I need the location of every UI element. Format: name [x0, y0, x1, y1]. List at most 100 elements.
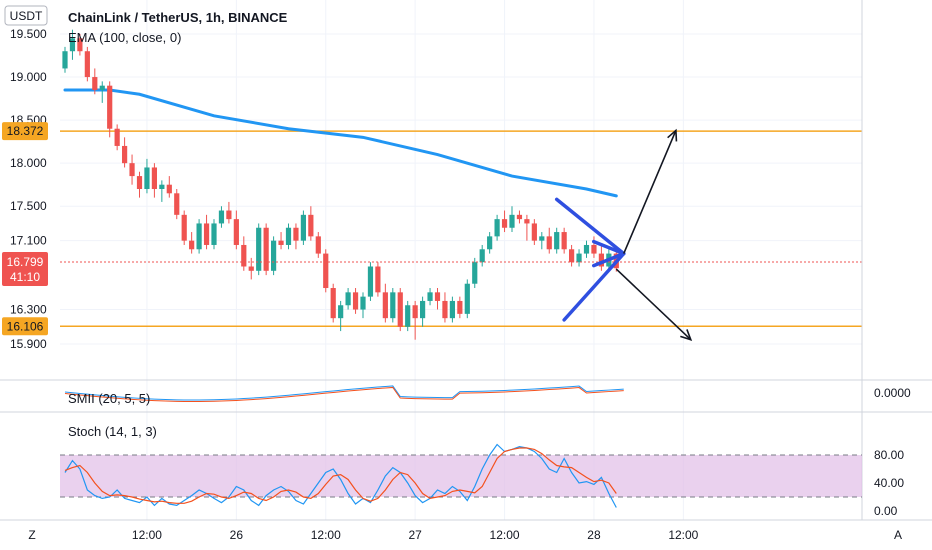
- candle: [99, 81, 105, 103]
- candle-body: [569, 249, 575, 263]
- candle: [516, 210, 523, 224]
- candle: [576, 249, 582, 267]
- candle: [278, 232, 284, 250]
- candle-body: [330, 288, 336, 319]
- time-tick-label: 26: [230, 528, 244, 542]
- drawing-annotations[interactable]: [554, 128, 693, 341]
- auto-scale-button[interactable]: A: [894, 528, 902, 542]
- chart-title: ChainLink / TetherUS, 1h, BINANCE: [68, 10, 288, 25]
- price-axis[interactable]: 19.50019.00018.50018.00017.50017.10016.3…: [2, 27, 48, 351]
- price-tick-label: 17.100: [10, 234, 47, 248]
- candle: [561, 227, 567, 254]
- candle-body: [561, 232, 567, 250]
- candle-body: [92, 77, 98, 90]
- candle: [487, 232, 493, 254]
- zoom-button[interactable]: Z: [28, 528, 35, 542]
- candle-body: [338, 305, 344, 319]
- candle-body: [211, 223, 217, 245]
- candle: [509, 206, 515, 233]
- ema-line: [63, 88, 618, 198]
- smii-signal-line: [64, 386, 624, 402]
- triangle-apex-bottom: [592, 251, 626, 268]
- currency-box[interactable]: [4, 5, 48, 26]
- time-axis[interactable]: 12:00 26 12:00 27 12:00 28 12:00: [132, 528, 699, 542]
- candle: [427, 288, 433, 306]
- candle: [62, 46, 68, 73]
- candle: [390, 288, 396, 323]
- candle-body: [420, 300, 426, 319]
- smii-line: [64, 385, 624, 401]
- support-resistance-levels: [60, 130, 862, 328]
- time-tick-label: 28: [587, 528, 601, 542]
- candle-body: [360, 296, 366, 310]
- candle: [144, 158, 150, 194]
- smii-label: SMII (20, 5, 5): [68, 391, 150, 406]
- candle-body: [412, 305, 418, 319]
- candle-body: [62, 51, 68, 69]
- candle-body: [77, 38, 83, 52]
- time-tick-label: 12:00: [668, 528, 698, 542]
- arrow-up-line: [623, 130, 677, 254]
- candle: [300, 210, 306, 245]
- candle: [367, 262, 374, 301]
- candle: [420, 296, 426, 327]
- triangle-lower-line: [562, 251, 626, 322]
- candle: [382, 283, 388, 323]
- chart-grid: [60, 0, 862, 520]
- triangle-apex-top: [592, 239, 626, 256]
- candle-body: [442, 300, 448, 319]
- level-badge: [2, 317, 48, 336]
- candle-body: [241, 244, 247, 267]
- candle-body: [181, 214, 187, 241]
- candle: [591, 236, 597, 258]
- ema-polyline: [63, 88, 618, 198]
- last-price-badge: [2, 252, 48, 286]
- candle-body: [405, 305, 411, 327]
- candle-body: [233, 219, 239, 245]
- candle: [248, 257, 254, 280]
- candle: [285, 223, 292, 250]
- candle-body: [457, 300, 463, 314]
- candle: [531, 219, 537, 245]
- candle: [293, 223, 299, 250]
- candle: [583, 240, 590, 258]
- candle-body: [189, 240, 195, 250]
- candle: [129, 154, 135, 185]
- smii-value-label: 0.0000: [874, 386, 911, 400]
- candle-body: [203, 223, 210, 245]
- candle-body: [271, 240, 277, 271]
- candle: [457, 296, 463, 319]
- candle: [218, 206, 225, 228]
- candle-body: [196, 223, 202, 250]
- candle-body: [218, 210, 225, 224]
- candle: [323, 249, 329, 293]
- candle: [166, 176, 172, 198]
- arrow-up-head: [667, 128, 678, 142]
- candle-body: [516, 214, 523, 220]
- stoch-pane: 80.00 40.00 0.00: [60, 443, 904, 518]
- candle: [211, 219, 217, 250]
- time-tick-label: 12:00: [132, 528, 162, 542]
- candle-body: [427, 292, 433, 301]
- candle-body: [539, 236, 545, 241]
- bar-countdown: 41:10: [10, 270, 40, 284]
- candle-body: [352, 292, 359, 310]
- price-tick-label: 16.300: [10, 303, 47, 317]
- candle: [472, 257, 478, 289]
- candle-body: [256, 227, 262, 271]
- candle: [159, 180, 165, 202]
- candle: [77, 34, 83, 56]
- candle-body: [107, 85, 113, 129]
- price-tick-label: 15.900: [10, 337, 47, 351]
- candle-body: [464, 283, 470, 314]
- currency-label: USDT: [10, 9, 43, 23]
- price-tick-label: 18.000: [10, 156, 47, 170]
- candle: [92, 68, 98, 95]
- candle: [233, 210, 239, 250]
- candle-body: [494, 219, 500, 237]
- candle: [352, 288, 359, 314]
- candle-body: [122, 145, 128, 164]
- candle-body: [166, 184, 172, 194]
- time-tick-label: 12:00: [311, 528, 341, 542]
